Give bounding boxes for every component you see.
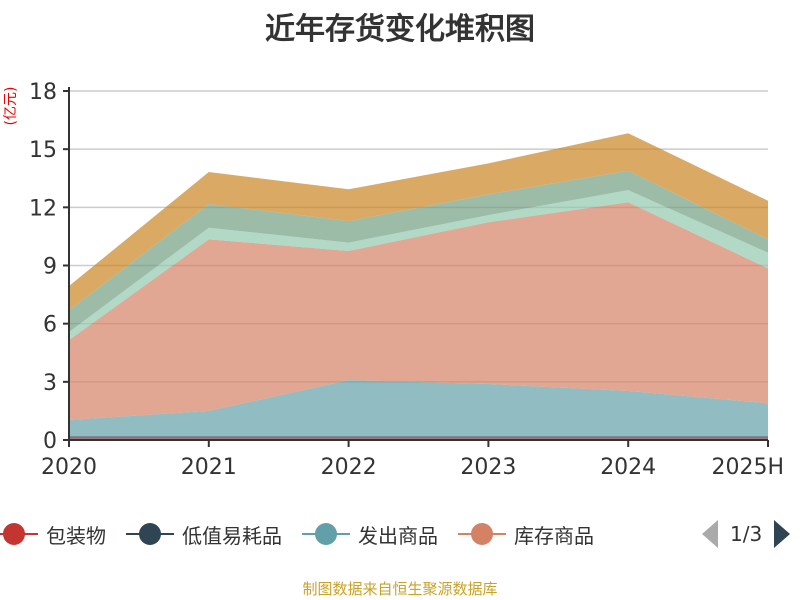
data-source-note: 制图数据来自恒生聚源数据库 [302,580,498,598]
legend-label: 库存商品 [514,523,594,548]
legend-marker-icon [302,522,350,546]
area-series-6 [69,170,768,333]
chart-title: 近年存货变化堆积图 [265,12,535,47]
legend-item[interactable]: 低值易耗品 [126,520,282,549]
x-tick-label: 2022 [321,455,377,480]
legend-next-page-icon[interactable] [774,520,791,548]
legend-label: 低值易耗品 [182,523,282,548]
legend: 包装物 低值易耗品 发出商品 库存商品 [0,514,688,554]
area-series-2 [69,436,768,439]
legend-page-indicator: 1/3 [730,522,763,546]
area-series-4 [69,202,768,421]
x-tick-label: 2025H [711,455,784,480]
y-tick-label: 9 [43,255,57,280]
y-tick-label: 6 [43,313,57,338]
y-tick-label: 3 [43,371,57,396]
legend-item[interactable]: 包装物 [0,520,106,549]
legend-label: 发出商品 [358,523,438,548]
legend-marker-icon [0,522,38,546]
x-tick-label: 2024 [600,455,656,480]
x-tick-label: 2023 [460,455,516,480]
area-series-3 [69,380,768,437]
legend-marker-icon [126,522,174,546]
legend-marker-icon [458,522,506,546]
legend-pager: 1/3 [702,520,791,548]
area-series-7 [69,133,768,311]
y-tick-label: 15 [29,138,57,163]
y-tick-label: 12 [29,196,57,221]
legend-prev-page-icon[interactable] [702,520,718,548]
x-tick-label: 2021 [181,455,237,480]
y-tick-label: 18 [29,80,57,105]
legend-label: 包装物 [46,523,106,548]
x-tick-label: 2020 [41,455,97,480]
y-tick-label: 0 [43,429,57,454]
legend-item[interactable]: 发出商品 [302,520,438,549]
legend-item[interactable]: 库存商品 [458,520,594,549]
